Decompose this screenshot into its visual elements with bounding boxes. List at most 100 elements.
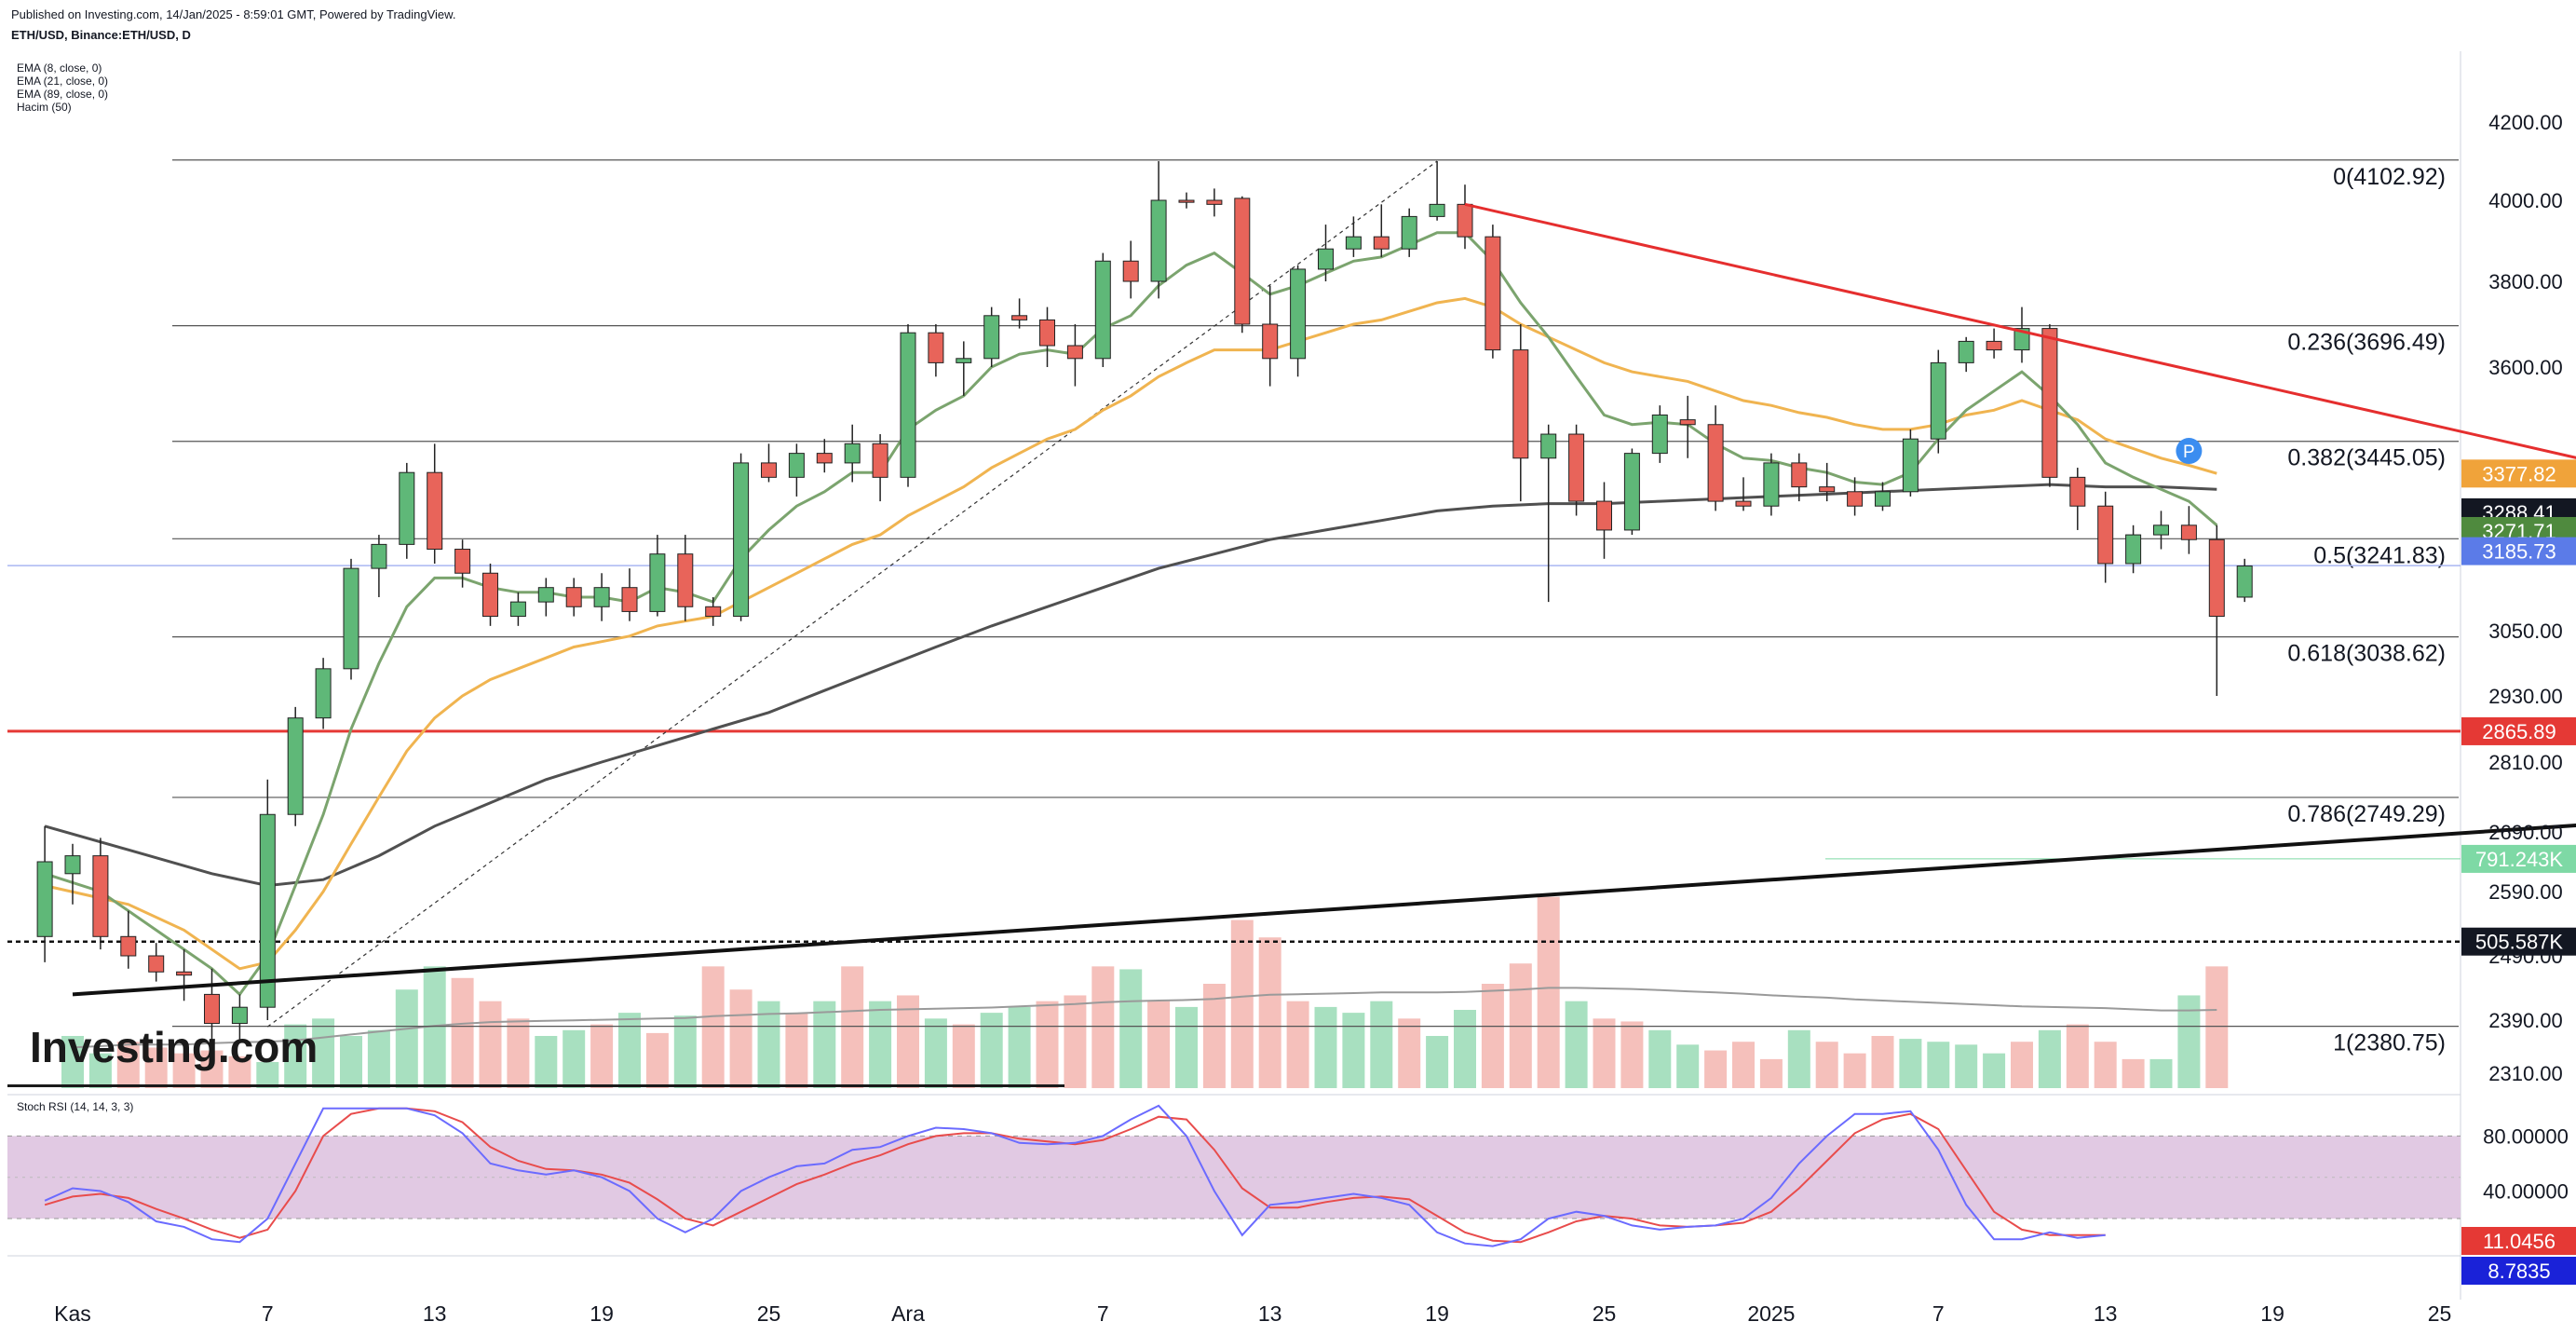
volume-bar [2066, 1024, 2089, 1088]
volume-bar [1676, 1044, 1700, 1088]
time-tick-label: Kas [54, 1301, 91, 1326]
watermark-logo: Investing.com [30, 1023, 318, 1071]
volume-bar [1983, 1053, 2006, 1088]
candle-body [1763, 462, 1780, 507]
price-tick-label: 3800.00 [2488, 270, 2563, 293]
volume-bar [1119, 969, 1143, 1088]
candle-body [900, 332, 916, 478]
fib-level-label: 1(2380.75) [2333, 1030, 2446, 1056]
candle-body [593, 587, 610, 607]
volume-bar [673, 1015, 697, 1088]
volume-bar [1454, 1010, 1476, 1088]
volume-bar [897, 995, 919, 1088]
rsi-badge: 8.7835 [2488, 1260, 2550, 1283]
candle-body [537, 587, 554, 603]
candle-body [2208, 538, 2225, 618]
candle-body [1568, 433, 1585, 502]
volume-bar [507, 1018, 530, 1088]
candle-body [1847, 491, 1864, 507]
candle-body [649, 553, 666, 612]
candle-body [509, 601, 526, 618]
candle-body [1290, 268, 1307, 360]
candle-body [677, 553, 694, 607]
time-tick-label: 19 [1425, 1301, 1449, 1326]
watermark-underline [7, 1084, 1064, 1087]
price-badge: 3377.82 [2482, 462, 2556, 485]
time-tick-label: 25 [757, 1301, 781, 1326]
candle-body [454, 549, 471, 574]
volume-badge: 791.243K [2475, 848, 2564, 871]
candle-body [1011, 315, 1028, 320]
candle-body [1651, 414, 1668, 455]
volume-bar [256, 1062, 279, 1088]
volume-bar [116, 1042, 140, 1088]
volume-bar [479, 1001, 502, 1088]
volume-bar [1258, 937, 1281, 1088]
trendline [1464, 202, 2576, 459]
candle-body [1485, 236, 1501, 351]
candle-body [2097, 505, 2114, 565]
published-text: Published on Investing.com, 14/Jan/2025 … [11, 7, 456, 21]
volume-bar [1426, 1036, 1449, 1088]
candle-body [148, 955, 165, 973]
volume-bar [1787, 1029, 1810, 1088]
volume-bar [1481, 984, 1504, 1088]
indicator-ema21-label: EMA (21, close, 0) [17, 75, 109, 88]
rsi-tick-label: 80.00000 [2483, 1124, 2569, 1148]
symbol-text: ETH/USD, Binance:ETH/USD, D [11, 28, 191, 42]
indicator-volume-label: Hacim (50) [17, 101, 72, 114]
time-tick-label: 13 [2094, 1301, 2118, 1326]
price-tick-label: 3050.00 [2488, 620, 2563, 643]
fib-diagonal-line [266, 160, 1438, 1028]
candle-body [399, 471, 415, 545]
fib-level-label: 0(4102.92) [2333, 164, 2446, 190]
candle-body [2153, 524, 2169, 536]
time-tick-label: 13 [1258, 1301, 1282, 1326]
volume-bar [1147, 1001, 1171, 1088]
candle-body [259, 813, 276, 1008]
time-tick-label: 2025 [1747, 1301, 1795, 1326]
time-tick-label: 19 [590, 1301, 614, 1326]
volume-bar [645, 1032, 669, 1088]
candle-body [176, 971, 193, 976]
marker-circle [2176, 438, 2203, 465]
volume-bar [2122, 1058, 2145, 1088]
candle-body [1707, 424, 1724, 502]
price-tick-label: 2690.00 [2488, 821, 2563, 844]
candle-body [231, 1006, 248, 1025]
time-tick-label: 7 [1097, 1301, 1109, 1326]
volume-bar [1620, 1021, 1644, 1088]
volume-bar [841, 966, 864, 1088]
price-badge: 2865.89 [2482, 720, 2556, 743]
candle-body [1373, 236, 1390, 250]
candle-body [983, 315, 1000, 360]
price-tick-label: 3600.00 [2488, 356, 2563, 379]
price-badge-bg [2461, 716, 2576, 745]
candle-body [1234, 198, 1251, 325]
candle-body [1540, 433, 1557, 459]
volume-bar [2094, 1042, 2117, 1088]
volume-bar [1342, 1013, 1365, 1088]
volume-bar [757, 1001, 780, 1088]
volume-bar [2177, 995, 2201, 1088]
candle-body [92, 855, 109, 937]
candle-body [1735, 500, 1752, 507]
fib-level-label: 0.618(3038.62) [2287, 641, 2446, 667]
candle-body [621, 587, 638, 612]
fib-level-label: 0.236(3696.49) [2287, 330, 2446, 356]
volume-bar [144, 1047, 168, 1088]
volume-bar [952, 1024, 975, 1088]
volume-bar [395, 989, 418, 1088]
volume-bar [284, 1024, 307, 1088]
marker-label: P [2183, 443, 2195, 462]
volume-badge-bg [2461, 844, 2576, 873]
volume-bar [451, 977, 474, 1088]
volume-bar [2038, 1029, 2061, 1088]
volume-bar [813, 1001, 836, 1088]
candle-body [1930, 361, 1946, 440]
volume-bar [200, 1050, 224, 1088]
fib-level-label: 0.382(3445.05) [2287, 445, 2446, 471]
volume-bar [312, 1018, 335, 1088]
candle-body [1206, 199, 1223, 205]
